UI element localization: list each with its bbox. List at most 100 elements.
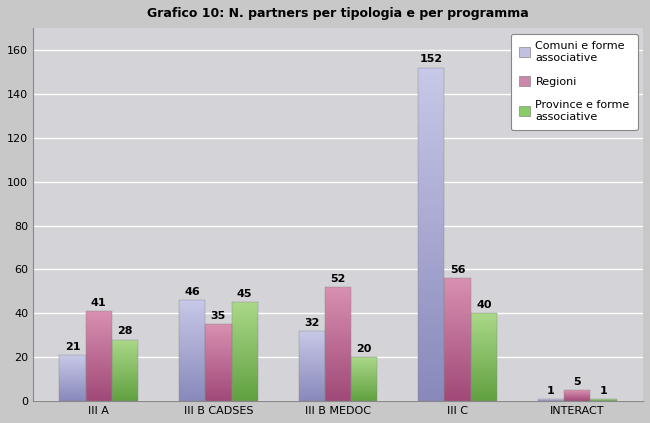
Bar: [445, 380, 471, 382]
Bar: [112, 340, 138, 401]
Bar: [325, 390, 351, 391]
Bar: [471, 390, 497, 391]
Bar: [445, 281, 471, 282]
Bar: [418, 308, 445, 311]
Bar: [298, 353, 325, 354]
Bar: [325, 357, 351, 358]
Bar: [325, 297, 351, 299]
Bar: [231, 329, 258, 330]
Bar: [231, 318, 258, 319]
Bar: [418, 194, 445, 198]
Bar: [325, 358, 351, 359]
Bar: [112, 346, 138, 347]
Text: 1: 1: [547, 386, 555, 396]
Bar: [59, 364, 86, 365]
Bar: [445, 278, 471, 401]
Bar: [59, 367, 86, 368]
Bar: [325, 384, 351, 385]
Bar: [418, 154, 445, 158]
Bar: [471, 370, 497, 371]
Bar: [445, 282, 471, 283]
Bar: [471, 343, 497, 344]
Bar: [445, 283, 471, 284]
Bar: [231, 333, 258, 334]
Bar: [298, 333, 325, 334]
Bar: [418, 68, 445, 401]
Bar: [351, 377, 378, 378]
Bar: [351, 365, 378, 366]
Bar: [351, 379, 378, 380]
Bar: [418, 81, 445, 84]
Bar: [298, 334, 325, 335]
Bar: [351, 357, 378, 401]
Bar: [205, 324, 231, 325]
Bar: [418, 91, 445, 94]
Bar: [179, 351, 205, 352]
Bar: [86, 394, 112, 395]
Bar: [86, 319, 112, 320]
Bar: [112, 386, 138, 387]
Legend: Comuni e forme
associative, Regioni, Province e forme
associative: Comuni e forme associative, Regioni, Pro…: [511, 33, 638, 130]
Bar: [231, 352, 258, 353]
Bar: [298, 354, 325, 355]
Bar: [205, 343, 231, 344]
Bar: [418, 178, 445, 181]
Bar: [205, 382, 231, 383]
Bar: [205, 333, 231, 334]
Bar: [205, 375, 231, 376]
Bar: [205, 346, 231, 347]
Bar: [445, 353, 471, 354]
Bar: [231, 400, 258, 401]
Bar: [325, 293, 351, 294]
Bar: [179, 373, 205, 374]
Bar: [445, 313, 471, 314]
Bar: [471, 338, 497, 339]
Bar: [298, 370, 325, 371]
Bar: [59, 363, 86, 364]
Bar: [418, 184, 445, 188]
Bar: [325, 329, 351, 330]
Bar: [471, 350, 497, 351]
Bar: [445, 291, 471, 292]
Bar: [231, 316, 258, 317]
Bar: [471, 377, 497, 378]
Bar: [325, 366, 351, 367]
Bar: [351, 390, 378, 391]
Bar: [231, 317, 258, 318]
Bar: [59, 389, 86, 390]
Bar: [471, 381, 497, 382]
Bar: [445, 375, 471, 376]
Bar: [445, 308, 471, 309]
Bar: [471, 364, 497, 365]
Bar: [471, 393, 497, 394]
Text: 28: 28: [117, 327, 133, 336]
Bar: [418, 278, 445, 281]
Bar: [471, 329, 497, 330]
Bar: [471, 313, 497, 401]
Bar: [445, 314, 471, 315]
Bar: [205, 336, 231, 337]
Bar: [59, 378, 86, 379]
Bar: [325, 312, 351, 313]
Bar: [59, 382, 86, 383]
Bar: [205, 359, 231, 360]
Bar: [325, 368, 351, 369]
Bar: [231, 312, 258, 313]
Bar: [179, 345, 205, 346]
Bar: [86, 396, 112, 397]
Bar: [418, 391, 445, 395]
Bar: [471, 334, 497, 335]
Bar: [298, 385, 325, 386]
Bar: [325, 397, 351, 398]
Bar: [86, 386, 112, 387]
Bar: [86, 332, 112, 333]
Bar: [86, 345, 112, 346]
Bar: [205, 363, 231, 364]
Bar: [86, 361, 112, 362]
Bar: [445, 322, 471, 324]
Bar: [418, 121, 445, 124]
Bar: [471, 397, 497, 398]
Bar: [179, 366, 205, 367]
Bar: [86, 352, 112, 353]
Bar: [112, 375, 138, 376]
